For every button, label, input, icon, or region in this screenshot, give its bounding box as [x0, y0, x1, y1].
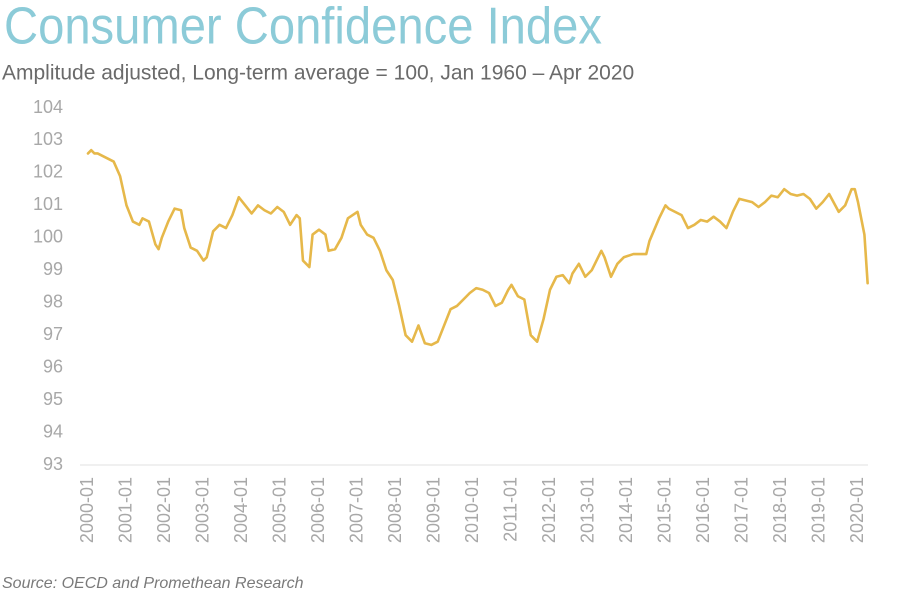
x-tick-label: 2011-01 [500, 477, 520, 542]
x-tick-label: 2003-01 [192, 477, 212, 543]
x-tick-label: 2014-01 [616, 477, 636, 543]
source-note: Source: OECD and Promethean Research [2, 575, 304, 592]
y-tick-label: 97 [43, 324, 63, 344]
x-tick-label: 2016-01 [693, 477, 713, 543]
x-tick-label: 2009-01 [423, 477, 443, 543]
x-tick-label: 2020-01 [847, 477, 867, 543]
y-tick-label: 99 [43, 259, 63, 279]
x-tick-label: 2002-01 [154, 477, 174, 543]
x-tick-label: 2013-01 [577, 477, 597, 543]
y-tick-label: 98 [43, 291, 63, 311]
chart-subtitle: Amplitude adjusted, Long-term average = … [2, 62, 634, 85]
y-tick-label: 102 [33, 162, 63, 182]
x-tick-label: 2019-01 [808, 477, 828, 543]
y-tick-label: 103 [33, 129, 63, 149]
x-tick-label: 2010-01 [462, 477, 482, 543]
x-tick-label: 2000-01 [77, 477, 97, 543]
y-tick-label: 104 [33, 97, 63, 117]
y-tick-label: 100 [33, 227, 63, 247]
x-tick-label: 2018-01 [770, 477, 790, 543]
x-tick-label: 2005-01 [269, 477, 289, 543]
x-tick-label: 2001-01 [115, 477, 135, 543]
x-tick-label: 2007-01 [346, 477, 366, 543]
x-tick-label: 2004-01 [231, 477, 251, 543]
x-tick-label: 2017-01 [731, 477, 751, 543]
y-tick-label: 93 [43, 454, 63, 474]
data-line [86, 148, 869, 347]
x-tick-label: 2012-01 [539, 477, 559, 543]
y-tick-label: 95 [43, 389, 63, 409]
y-tick-label: 96 [43, 356, 63, 376]
x-tick-label: 2015-01 [654, 477, 674, 543]
y-tick-label: 101 [33, 194, 63, 214]
y-tick-label: 94 [43, 421, 63, 441]
chart-title: Consumer Confidence Index [4, 0, 602, 56]
x-tick-label: 2008-01 [385, 477, 405, 543]
x-tick-label: 2006-01 [308, 477, 328, 543]
